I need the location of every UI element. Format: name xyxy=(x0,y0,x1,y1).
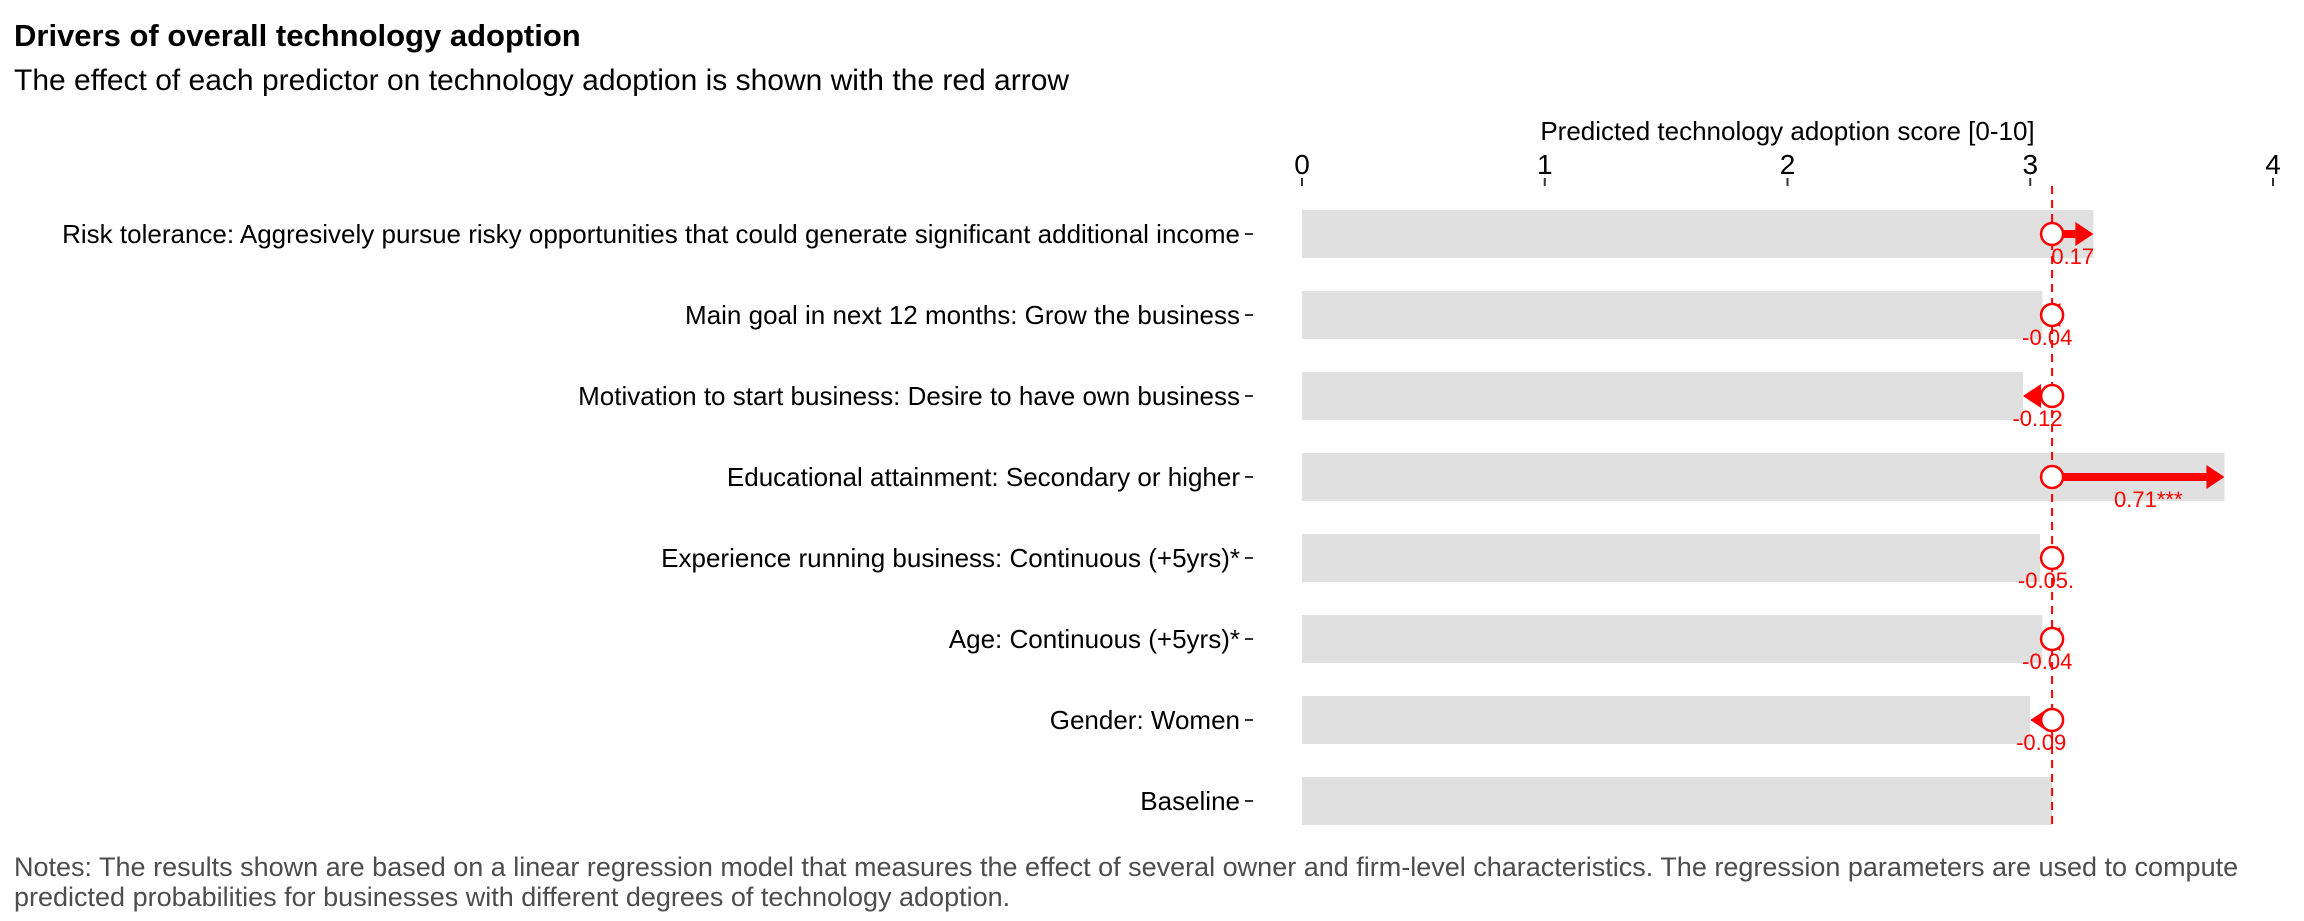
bar xyxy=(1302,777,2053,825)
x-tick-label: 2 xyxy=(1780,149,1796,180)
effect-arrows-group: 0.17 -0.04 -0.12 0.71*** -0.05. -0.04 -0.09 xyxy=(2012,221,2225,755)
effect-label: -0.09 xyxy=(2016,730,2066,755)
baseline-marker xyxy=(2039,545,2065,571)
chart-title: Drivers of overall technology adoption xyxy=(14,18,581,53)
baseline-marker xyxy=(2039,464,2065,490)
category-label: Motivation to start business: Desire to … xyxy=(578,381,1240,411)
baseline-marker xyxy=(2039,302,2065,328)
bar xyxy=(1302,372,2023,420)
x-tick-label: 1 xyxy=(1537,149,1553,180)
bar xyxy=(1302,291,2043,339)
x-tick-label: 4 xyxy=(2265,149,2281,180)
effect-label: -0.05. xyxy=(2018,568,2074,593)
effect-label: -0.04 xyxy=(2022,649,2072,674)
effect-label: 0.71*** xyxy=(2114,487,2183,512)
effect-label: -0.04 xyxy=(2022,325,2072,350)
notes-text: Notes: The results shown are based on a … xyxy=(14,852,2239,912)
x-axis-label: Predicted technology adoption score [0-1… xyxy=(1540,116,2034,146)
bar xyxy=(1302,210,2094,258)
baseline-marker xyxy=(2039,707,2065,733)
category-label: Baseline xyxy=(1140,786,1240,816)
effect-arrow-head xyxy=(2206,465,2225,489)
bars-group xyxy=(1302,210,2225,825)
x-axis-ticks: 0 1 2 3 4 xyxy=(1294,149,2281,186)
category-label: Risk tolerance: Aggresively pursue risky… xyxy=(62,219,1240,249)
category-labels-group: Risk tolerance: Aggresively pursue risky… xyxy=(62,219,1253,816)
baseline-marker xyxy=(2039,383,2065,409)
bar xyxy=(1302,615,2043,663)
baseline-marker xyxy=(2039,626,2065,652)
bar xyxy=(1302,696,2031,744)
effect-arrow-head xyxy=(2075,222,2094,246)
category-label: Educational attainment: Secondary or hig… xyxy=(727,462,1240,492)
x-tick-label: 3 xyxy=(2022,149,2038,180)
bar xyxy=(1302,534,2040,582)
effect-arrow-head xyxy=(2022,384,2041,408)
chart-subtitle: The effect of each predictor on technolo… xyxy=(14,64,1070,97)
category-label: Experience running business: Continuous … xyxy=(661,543,1240,573)
effect-label: -0.12 xyxy=(2012,406,2062,431)
baseline-marker xyxy=(2039,221,2065,247)
effect-label: 0.17 xyxy=(2051,244,2094,269)
category-label: Age: Continuous (+5yrs)* xyxy=(949,624,1240,654)
category-label: Main goal in next 12 months: Grow the bu… xyxy=(685,300,1240,330)
x-tick-label: 0 xyxy=(1294,149,1310,180)
category-label: Gender: Women xyxy=(1050,705,1240,735)
